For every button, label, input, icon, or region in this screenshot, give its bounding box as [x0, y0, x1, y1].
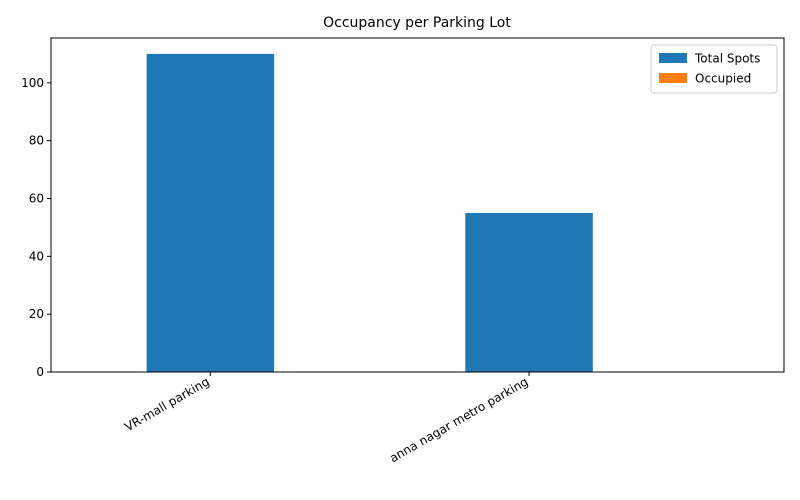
chart-title: Occupancy per Parking Lot	[323, 15, 511, 31]
legend-swatch-total-spots	[659, 53, 687, 63]
legend-label-occupied: Occupied	[695, 72, 751, 86]
legend: Total Spots Occupied	[650, 44, 778, 94]
legend-swatch-occupied	[659, 73, 687, 83]
y-tick-label: 20	[29, 307, 44, 321]
y-tick-label: 40	[29, 249, 44, 263]
y-axis: 0 20 40 60 80 100	[21, 76, 51, 379]
y-tick-label: 0	[36, 365, 44, 379]
y-tick-label: 100	[21, 76, 44, 90]
bar-total-spots-2	[465, 212, 593, 372]
plot-frame	[50, 37, 785, 373]
bars-layer	[146, 53, 593, 373]
bar-total-spots-1	[146, 53, 275, 373]
y-tick-label: 60	[29, 191, 44, 205]
legend-label-total-spots: Total Spots	[694, 52, 760, 66]
y-tick-label: 80	[29, 134, 44, 148]
